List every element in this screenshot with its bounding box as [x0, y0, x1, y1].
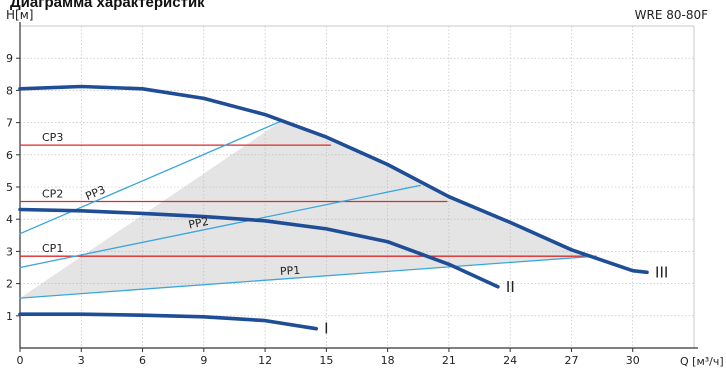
x-tick-label: 15 — [319, 354, 333, 367]
series-label-cp2: CP2 — [42, 187, 63, 200]
x-tick-label: 24 — [503, 354, 517, 367]
series-label-cp3: CP3 — [42, 131, 63, 144]
series-line-pp1 — [19, 255, 597, 299]
series-label-cp1: CP1 — [42, 242, 63, 255]
pump-model-label: WRE 80-80F — [634, 8, 708, 22]
y-tick-label: 5 — [6, 181, 13, 194]
y-tick-label: 3 — [6, 245, 13, 258]
x-tick-label: 18 — [381, 354, 395, 367]
y-tick-label: 2 — [6, 278, 13, 291]
series-line-ii — [18, 207, 500, 289]
x-tick-label: 3 — [78, 354, 85, 367]
operating-area — [20, 121, 596, 299]
x-tick-label: 12 — [258, 354, 272, 367]
x-tick-label: 21 — [442, 354, 456, 367]
x-tick-label: 9 — [200, 354, 207, 367]
y-axis-label: H[м] — [6, 8, 34, 22]
y-tick-label: 8 — [6, 84, 13, 97]
series-line-iii — [18, 84, 649, 275]
x-tick-label: 0 — [17, 354, 24, 367]
page-title: Диаграмма характеристик — [10, 0, 205, 11]
series-label-ii: II — [506, 278, 515, 296]
series-label-iii: III — [655, 263, 668, 281]
y-tick-label: 9 — [6, 52, 13, 65]
series-label-pp2: PP2 — [187, 215, 209, 232]
x-axis-label: Q [м³/ч] — [680, 355, 724, 368]
series-label-pp1: PP1 — [280, 264, 301, 278]
x-tick-label: 30 — [626, 354, 640, 367]
y-tick-label: 7 — [6, 117, 13, 130]
x-tick-label: 6 — [139, 354, 146, 367]
y-tick-label: 4 — [6, 213, 13, 226]
y-tick-label: 6 — [6, 149, 13, 162]
series-line-pp2 — [19, 184, 421, 269]
series-line-pp3 — [19, 120, 283, 235]
y-tick-label: 1 — [6, 310, 13, 323]
x-tick-label: 27 — [564, 354, 578, 367]
series-label-i: I — [324, 320, 328, 338]
series-line-i — [18, 312, 319, 331]
